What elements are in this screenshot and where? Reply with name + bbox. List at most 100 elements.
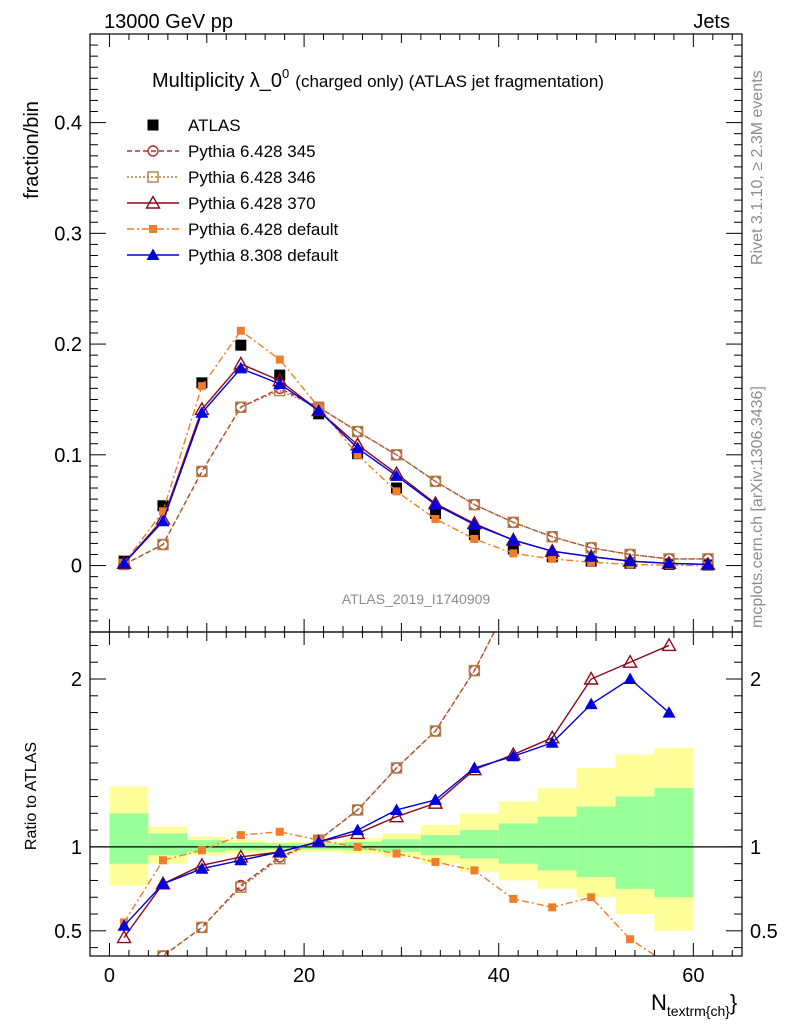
ratio-point-pythia-6-428-370 <box>116 929 132 944</box>
ratio-y-axis-label: Ratio to ATLAS <box>23 742 40 850</box>
legend-item-pythia-6-428-370: Pythia 6.428 370 <box>127 194 316 213</box>
ratio-point-pythia-6-428-345 <box>625 338 635 348</box>
analysis-watermark: ATLAS_2019_I1740909 <box>342 591 491 607</box>
main-y-tick-label: 0.3 <box>54 223 82 245</box>
ratio-point-pythia-6-428-345 <box>664 254 674 264</box>
ratio-point-pythia-6-428-346 <box>664 254 674 264</box>
ratio-point-pythia-8-308-default <box>390 803 404 815</box>
main-point-pythia-8-308-default <box>195 406 209 418</box>
main-point-pythia-6-428-346 <box>429 475 442 488</box>
main-point-pythia-8-308-default <box>156 514 170 527</box>
ratio-point-pythia-6-428-default <box>626 935 635 944</box>
ratio-point-pythia-8-308-default <box>506 749 520 762</box>
chart-title-main: Multiplicity λ_0 <box>152 70 282 92</box>
ratio-point-pythia-6-428-346 <box>468 664 481 677</box>
main-point-pythia-8-308-default <box>623 554 637 567</box>
ratio-point-pythia-6-428-default <box>275 827 284 836</box>
main-series-atlas <box>118 339 714 571</box>
main-point-pythia-8-308-default <box>506 533 520 546</box>
main-point-pythia-6-428-346 <box>235 401 247 413</box>
main-point-pythia-8-308-default <box>584 550 598 562</box>
main-series-pythia-8-308-default <box>117 361 715 570</box>
ratio-point-pythia-6-428-default <box>587 893 596 902</box>
main-point-pythia-8-308-default <box>312 404 326 416</box>
main-point-pythia-6-428-default <box>470 534 479 543</box>
main-point-pythia-8-308-default <box>234 361 248 374</box>
ratio-point-pythia-6-428-346 <box>390 762 403 774</box>
main-point-pythia-6-428-346 <box>468 498 481 511</box>
legend-label: Pythia 6.428 370 <box>188 194 316 213</box>
ratio-y-tick-label-right: 2 <box>750 669 761 691</box>
ratio-point-pythia-8-308-default <box>117 919 131 931</box>
ratio-point-pythia-8-308-default <box>234 853 248 866</box>
x-axis-label: Ntextrm{ch}} <box>651 990 737 1019</box>
main-point-pythia-6-428-346 <box>196 465 208 478</box>
main-line-pythia-6-428-default <box>123 329 708 567</box>
ratio-point-pythia-8-308-default <box>623 672 637 685</box>
legend-item-pythia-6-428-345: Pythia 6.428 345 <box>127 142 316 161</box>
main-point-atlas <box>157 500 169 512</box>
ratio-point-pythia-6-428-346 <box>235 881 247 893</box>
ratio-point-pythia-6-428-370 <box>583 671 599 685</box>
main-point-pythia-6-428-346 <box>390 449 403 461</box>
main-y-tick-label: 0.4 <box>54 113 82 135</box>
ratio-point-pythia-6-428-346 <box>429 725 442 737</box>
ratio-point-pythia-6-428-default <box>392 849 401 858</box>
main-point-pythia-6-428-346 <box>546 531 558 543</box>
main-panel: 0 0.1 0.2 0.3 0.4 <box>54 33 743 633</box>
ratio-point-pythia-8-308-default <box>195 862 209 874</box>
main-point-pythia-6-428-346 <box>351 425 364 438</box>
main-point-pythia-8-308-default <box>273 377 287 389</box>
ratio-point-pythia-8-308-default <box>584 697 598 710</box>
band-green <box>615 796 655 889</box>
main-point-pythia-6-428-default <box>548 554 557 563</box>
chart-title-suffix: (charged only) (ATLAS jet fragmentation) <box>295 72 604 91</box>
band-green <box>148 833 188 856</box>
band-green <box>459 830 499 859</box>
ratio-point-pythia-8-308-default <box>428 793 442 805</box>
ratio-frame <box>89 631 743 957</box>
ratio-point-pythia-6-428-default <box>509 894 518 903</box>
main-point-pythia-8-308-default <box>117 556 131 569</box>
band-green <box>654 788 694 898</box>
main-line-pythia-6-428-370 <box>123 363 708 566</box>
ratio-point-pythia-6-428-346 <box>351 804 364 816</box>
main-point-pythia-6-428-default <box>587 558 596 567</box>
main-point-atlas <box>429 508 441 520</box>
ratio-point-pythia-6-428-default <box>158 856 167 865</box>
main-point-pythia-6-428-default <box>431 515 440 524</box>
main-point-atlas <box>507 543 519 555</box>
ratio-point-pythia-8-308-default <box>467 761 481 773</box>
legend-label: Pythia 6.428 default <box>188 220 339 239</box>
ratio-panel: 0 20 40 60 0.5 0.5 1 1 2 2 <box>54 254 778 987</box>
main-point-pythia-6-428-default <box>197 382 206 391</box>
band-green <box>187 840 227 852</box>
ratio-point-pythia-6-428-default <box>431 857 440 866</box>
ratio-point-pythia-6-428-default <box>197 846 206 855</box>
band-green <box>381 839 421 852</box>
ratio-point-pythia-6-428-346 <box>119 976 129 986</box>
mcplots-reference-label: mcplots.cern.ch [arXiv:1306.3436] <box>749 386 766 628</box>
legend-label: Pythia 8.308 default <box>188 246 339 265</box>
ratio-y-tick-label-left: 0.5 <box>54 921 82 943</box>
ratio-point-pythia-6-428-370 <box>622 654 638 668</box>
ratio-point-pythia-6-428-346 <box>508 590 518 600</box>
x-tick-label: 40 <box>488 965 510 987</box>
main-series-pythia-6-428-default <box>120 326 712 570</box>
ratio-y-tick-label-right: 0.5 <box>750 921 778 943</box>
ratio-point-pythia-6-428-345 <box>586 422 596 432</box>
band-green <box>576 806 616 878</box>
main-point-pythia-6-428-default <box>509 549 518 558</box>
ratio-series-pythia-8-308-default <box>117 672 676 931</box>
main-series-pythia-6-428-345 <box>118 382 714 571</box>
legend-marker <box>149 225 157 233</box>
ratio-point-pythia-8-308-default <box>312 835 326 847</box>
ratio-point-pythia-6-428-345 <box>508 590 518 600</box>
header-energy-label: 13000 GeV pp <box>104 11 233 33</box>
main-point-pythia-8-308-default <box>428 498 442 510</box>
main-y-tick-label: 0.1 <box>54 445 82 467</box>
ratio-point-pythia-8-308-default <box>662 706 676 718</box>
main-point-pythia-8-308-default <box>467 518 481 530</box>
main-point-pythia-6-428-default <box>158 507 167 516</box>
